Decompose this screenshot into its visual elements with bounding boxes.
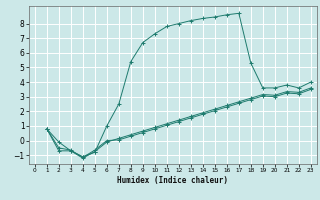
X-axis label: Humidex (Indice chaleur): Humidex (Indice chaleur) [117,176,228,185]
